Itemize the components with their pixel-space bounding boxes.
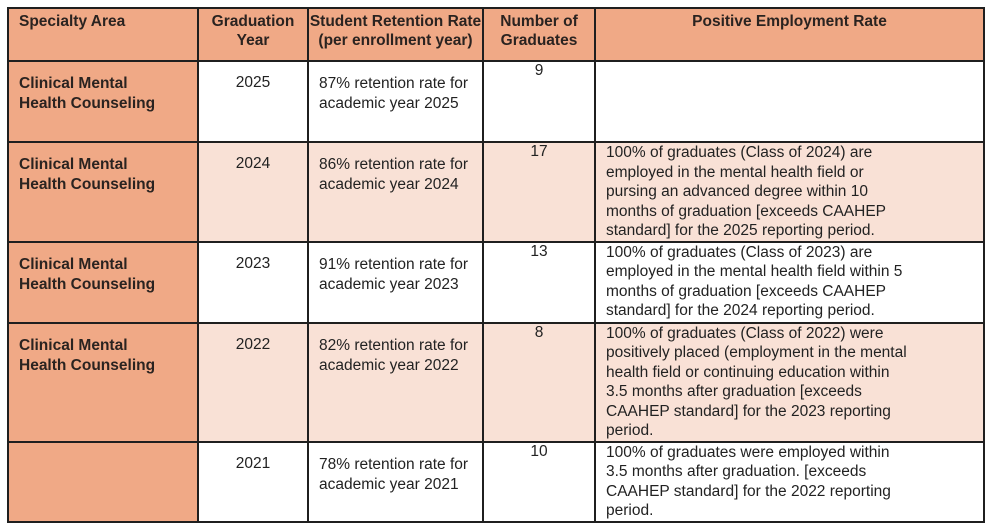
year-cell: 2024 xyxy=(197,141,309,243)
table-row: 2021 78% retention rate for academic year… xyxy=(7,440,985,523)
specialty-cell: Clinical Mental Health Counseling xyxy=(7,141,199,243)
employment-cell: 100% of graduates (Class of 2023) are emp… xyxy=(594,240,985,324)
retention-cell: 78% retention rate for academic year 2021 xyxy=(307,440,484,523)
employment-cell: 100% of graduates (Class of 2024) are emp… xyxy=(594,141,985,243)
header-specialty-area: Specialty Area xyxy=(7,7,199,62)
specialty-cell xyxy=(7,440,199,523)
table-row: Clinical Mental Health Counseling 2023 91… xyxy=(7,240,985,324)
table-row: Clinical Mental Health Counseling 2025 87… xyxy=(7,60,985,143)
table-row: Clinical Mental Health Counseling 2022 82… xyxy=(7,321,985,443)
year-cell: 2021 xyxy=(197,440,309,523)
specialty-cell: Clinical Mental Health Counseling xyxy=(7,321,199,443)
retention-cell: 82% retention rate for academic year 2022 xyxy=(307,321,484,443)
header-employment-rate: Positive Employment Rate xyxy=(594,7,985,62)
graduates-cell: 10 xyxy=(482,440,596,523)
retention-cell: 87% retention rate for academic year 2025 xyxy=(307,60,484,143)
employment-cell: 100% of graduates were employed within 3.… xyxy=(594,440,985,523)
year-cell: 2023 xyxy=(197,240,309,324)
outcomes-table: Specialty Area Graduation Year Student Re… xyxy=(7,7,985,523)
retention-cell: 86% retention rate for academic year 2024 xyxy=(307,141,484,243)
header-number-of-graduates: Number of Graduates xyxy=(482,7,596,62)
header-graduation-year: Graduation Year xyxy=(197,7,309,62)
employment-cell: 100% of graduates (Class of 2022) were po… xyxy=(594,321,985,443)
employment-cell xyxy=(594,60,985,143)
graduates-cell: 9 xyxy=(482,60,596,143)
specialty-cell: Clinical Mental Health Counseling xyxy=(7,60,199,143)
table-row: Clinical Mental Health Counseling 2024 86… xyxy=(7,141,985,243)
year-cell: 2022 xyxy=(197,321,309,443)
graduates-cell: 8 xyxy=(482,321,596,443)
specialty-cell: Clinical Mental Health Counseling xyxy=(7,240,199,324)
graduates-cell: 17 xyxy=(482,141,596,243)
header-retention-rate: Student Retention Rate (per enrollment ye… xyxy=(307,7,484,62)
graduates-cell: 13 xyxy=(482,240,596,324)
year-cell: 2025 xyxy=(197,60,309,143)
header-row: Specialty Area Graduation Year Student Re… xyxy=(7,7,985,62)
retention-cell: 91% retention rate for academic year 2023 xyxy=(307,240,484,324)
